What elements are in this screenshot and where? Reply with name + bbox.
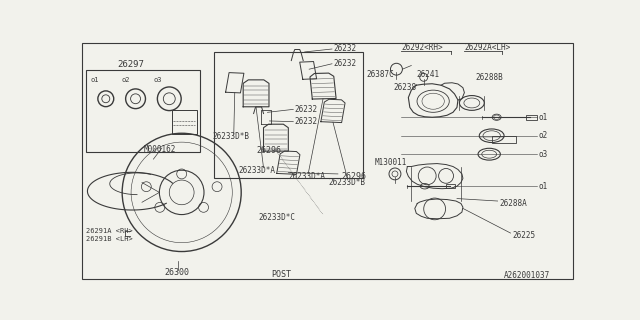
Text: 26232: 26232 bbox=[333, 59, 356, 68]
Text: M000162: M000162 bbox=[143, 145, 176, 154]
Text: o1: o1 bbox=[91, 77, 99, 83]
Text: 26233D*B: 26233D*B bbox=[328, 178, 365, 187]
Text: 26296: 26296 bbox=[256, 146, 281, 155]
Text: 26241: 26241 bbox=[416, 70, 440, 79]
Text: 26292<RH>: 26292<RH> bbox=[401, 43, 443, 52]
Text: o3: o3 bbox=[539, 150, 548, 159]
Text: o1: o1 bbox=[539, 113, 548, 122]
Text: 26288B: 26288B bbox=[476, 73, 504, 82]
Text: o3: o3 bbox=[154, 77, 162, 83]
Text: 26291B <LH>: 26291B <LH> bbox=[86, 236, 132, 242]
Bar bbox=[527, 115, 538, 120]
Text: POST: POST bbox=[271, 270, 291, 279]
Text: 26232: 26232 bbox=[294, 105, 317, 114]
Text: 26233D*A: 26233D*A bbox=[289, 172, 325, 181]
Text: 26292A<LH>: 26292A<LH> bbox=[465, 43, 511, 52]
Text: 26233D*B: 26233D*B bbox=[213, 132, 250, 141]
Text: 26387C: 26387C bbox=[367, 70, 394, 79]
Bar bbox=[172, 110, 196, 134]
Text: 26296: 26296 bbox=[341, 172, 366, 181]
Bar bbox=[492, 136, 516, 143]
Text: 26232: 26232 bbox=[333, 44, 356, 53]
Text: o2: o2 bbox=[539, 131, 548, 140]
Text: 26297: 26297 bbox=[117, 60, 144, 69]
Text: 26291A <RH>: 26291A <RH> bbox=[86, 228, 132, 234]
Text: 26225: 26225 bbox=[513, 231, 536, 240]
Text: A262001037: A262001037 bbox=[504, 271, 550, 280]
Text: 26233D*A: 26233D*A bbox=[239, 166, 276, 175]
Bar bbox=[214, 52, 363, 178]
Text: 26238: 26238 bbox=[394, 83, 417, 92]
Text: 26288A: 26288A bbox=[499, 199, 527, 208]
Bar bbox=[446, 184, 455, 188]
Text: o2: o2 bbox=[121, 77, 130, 83]
Text: o1: o1 bbox=[539, 182, 548, 191]
Text: 26233D*C: 26233D*C bbox=[259, 212, 296, 221]
Text: 26300: 26300 bbox=[164, 268, 189, 277]
Bar bbox=[86, 70, 200, 152]
Text: 26232: 26232 bbox=[294, 117, 317, 126]
Text: M130011: M130011 bbox=[375, 158, 408, 167]
